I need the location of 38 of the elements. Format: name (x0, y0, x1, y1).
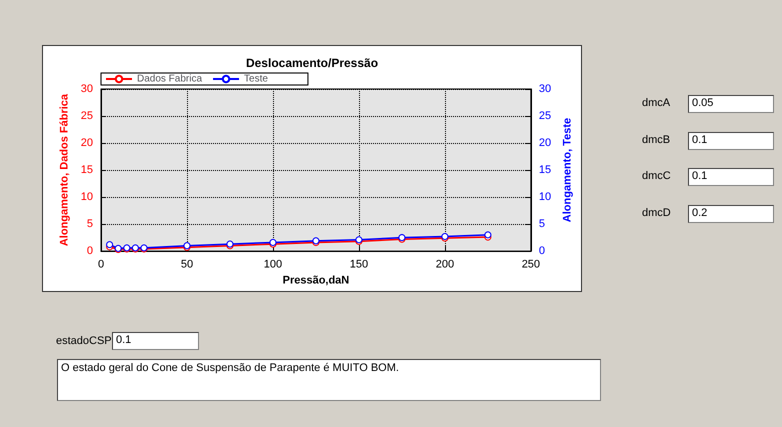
y2-tick-label: 30 (538, 83, 552, 95)
text: dmcA (642, 97, 670, 109)
y-tick-label: 15 (80, 164, 93, 176)
x-tick-label: 50 (180, 258, 194, 271)
y2-tick-label: 20 (538, 137, 552, 150)
y-tick-label: 5 (86, 218, 93, 230)
text-field: 0.1 (688, 132, 774, 150)
text-field: 0.2 (688, 204, 774, 222)
y-tick-label: 20 (80, 137, 93, 150)
y2-axis-title: Alongamento, Teste (562, 118, 574, 222)
y-axis-title: Alongamento, Dados Fábrica (58, 93, 70, 246)
y-tick-label: 25 (80, 110, 93, 122)
y-tick-label: 10 (80, 191, 93, 204)
text-field: 0.05 (688, 95, 774, 113)
y-tick-label: 0 (86, 245, 93, 258)
text: dmcB (642, 134, 670, 146)
y2-tick-label: 25 (538, 110, 552, 122)
text-field: 0.1 (112, 332, 199, 350)
x-axis-title: Pressão,daN (282, 274, 350, 286)
text-field: 0.1 (688, 168, 774, 186)
x-tick-label: 0 (98, 258, 104, 271)
y-tick-label: 30 (80, 83, 93, 95)
x-tick-label: 100 (264, 258, 282, 271)
text: dmcC (642, 170, 671, 182)
chart-title: Deslocamento/Pressão (246, 56, 378, 70)
x-tick-label: 250 (522, 258, 540, 271)
y2-tick-label: 5 (538, 218, 545, 230)
text: estadoCSP (56, 335, 112, 347)
x-tick-label: 200 (436, 258, 454, 271)
legend-label: Teste (244, 74, 268, 84)
text-area: O estado geral do Cone de Suspensão de Parapente é MUITO BOM. (57, 359, 601, 401)
y2-tick-label: 10 (538, 191, 552, 204)
y2-tick-label: 0 (538, 245, 545, 258)
point (484, 231, 492, 238)
text: dmcD (642, 206, 671, 218)
y2-tick-label: 15 (538, 164, 552, 176)
legend-label: Dados Fabrica (137, 74, 202, 84)
x-tick-label: 150 (350, 258, 368, 271)
